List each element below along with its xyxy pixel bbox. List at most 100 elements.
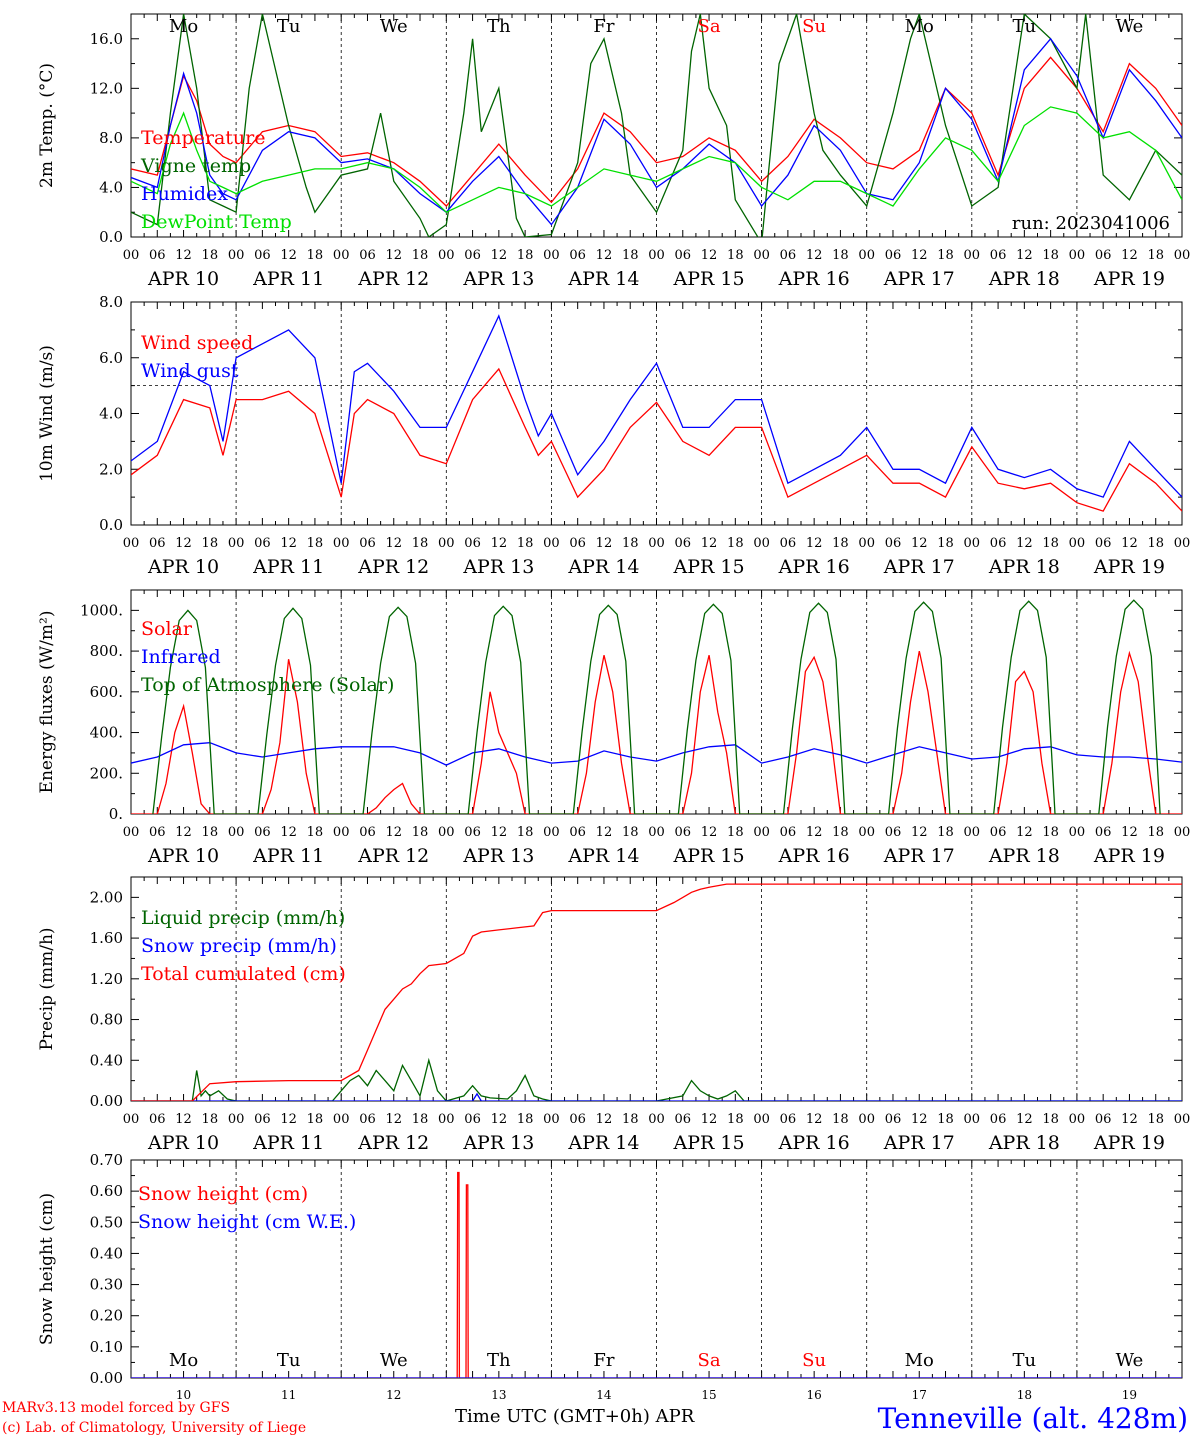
hour-label: 18 [832, 1112, 849, 1127]
legend-entry: Wind gust [141, 360, 239, 382]
weekday-label: Tu [277, 16, 301, 37]
hour-label: 18 [727, 825, 744, 840]
hour-label: 06 [464, 1112, 481, 1127]
hour-label: 18 [727, 1112, 744, 1127]
date-label: APR 15 [673, 556, 745, 578]
hour-label: 06 [254, 248, 271, 263]
hour-label: 12 [1121, 1112, 1138, 1127]
hour-label: 12 [1016, 536, 1033, 551]
hour-label: 12 [701, 1112, 718, 1127]
panel-energy: 0. 200. 400. 600. 800. 1000. Energy fluxes (W/… [37, 589, 1190, 867]
hour-label: 12 [385, 825, 402, 840]
y-tick-label: 8.0 [99, 129, 123, 147]
time-axis-caption: Time UTC (GMT+0h) [455, 1406, 650, 1427]
legend-entry: Snow height (cm W.E.) [138, 1211, 356, 1233]
panel-temperature: 0.0 4.0 8.0 12.0 16.0 2m Temp. (°C) Temperatur… [37, 13, 1190, 290]
hour-label: 00 [858, 1112, 875, 1127]
y-tick-label: 4.0 [99, 405, 123, 423]
hour-label: 12 [596, 825, 613, 840]
hour-label: 00 [543, 825, 560, 840]
date-label: APR 15 [673, 268, 745, 290]
hour-label: 18 [622, 825, 639, 840]
day-number-label: 16 [807, 1388, 822, 1402]
plot-frame [130, 301, 1183, 526]
hour-label: 18 [937, 248, 954, 263]
hour-label: 12 [1121, 825, 1138, 840]
hour-label: 18 [622, 1112, 639, 1127]
hour-label: 00 [648, 536, 665, 551]
y-tick-label: 200. [90, 764, 123, 782]
hour-label: 12 [1016, 248, 1033, 263]
date-label: APR 19 [1093, 556, 1165, 578]
date-label: APR 14 [567, 556, 639, 578]
hour-label: 18 [307, 1112, 324, 1127]
hour-label: 18 [1147, 825, 1164, 840]
weekday-label: We [1116, 16, 1144, 37]
hour-label: 06 [149, 536, 166, 551]
plot-frame [130, 589, 1183, 815]
hour-label: 18 [412, 536, 429, 551]
hour-label: 00 [543, 1112, 560, 1127]
hour-label: 06 [675, 825, 692, 840]
y-tick-label: 2.0 [99, 460, 123, 478]
date-label: APR 16 [778, 268, 850, 290]
series-line-blue [131, 314, 1182, 498]
hour-label: 12 [280, 248, 297, 263]
hour-label: 06 [675, 248, 692, 263]
date-label: APR 17 [883, 1132, 955, 1154]
date-label: APR 11 [252, 268, 324, 290]
hour-label: 00 [858, 248, 875, 263]
hour-label: 18 [202, 1112, 219, 1127]
hour-label: 12 [175, 825, 192, 840]
day-number-label: 17 [912, 1388, 927, 1402]
hour-label: 06 [990, 825, 1007, 840]
legend-entry: Total cumulated (cm) [141, 963, 346, 985]
series-line-blue [131, 1092, 1182, 1101]
date-label: APR 10 [147, 845, 219, 867]
hour-label: 06 [464, 248, 481, 263]
hour-label: 06 [359, 1112, 376, 1127]
hour-label: 18 [727, 248, 744, 263]
hour-label: 00 [123, 536, 140, 551]
hour-label: 00 [333, 536, 350, 551]
hour-label: 18 [517, 248, 534, 263]
hour-label: 18 [307, 825, 324, 840]
hour-label: 12 [596, 248, 613, 263]
hour-label: 00 [438, 1112, 455, 1127]
hour-label: 00 [543, 248, 560, 263]
y-tick-label: 0.20 [90, 1307, 123, 1325]
hour-label: 06 [885, 1112, 902, 1127]
hour-label: 00 [1174, 536, 1191, 551]
date-label: APR 11 [252, 1132, 324, 1154]
lab-credit-line: (c) Lab. of Climatology, University of L… [2, 1420, 307, 1436]
hour-label: 00 [438, 825, 455, 840]
y-tick-label: 16.0 [90, 30, 123, 48]
series-line-red [131, 650, 1182, 814]
legend-entry: Solar [141, 618, 193, 640]
hour-label: 12 [175, 536, 192, 551]
hour-label: 06 [149, 1112, 166, 1127]
date-label: APR 18 [988, 268, 1060, 290]
hour-label: 12 [596, 1112, 613, 1127]
series-group [131, 14, 1182, 237]
date-label: APR 18 [988, 845, 1060, 867]
weekday-label: Sa [698, 1350, 721, 1371]
hour-label: 18 [307, 536, 324, 551]
legend-entry: Wind speed [141, 332, 253, 354]
series-line-red [131, 367, 1182, 512]
hour-label: 00 [123, 1112, 140, 1127]
date-label: APR 17 [883, 556, 955, 578]
hour-label: 00 [1069, 825, 1086, 840]
hour-label: 06 [569, 1112, 586, 1127]
date-label: APR 13 [462, 268, 534, 290]
hour-label: 06 [885, 536, 902, 551]
date-label: APR 16 [778, 556, 850, 578]
hour-label: 00 [964, 536, 981, 551]
series-group [131, 1171, 1182, 1378]
weekday-label: Tu [277, 1350, 301, 1371]
hour-label: 18 [412, 1112, 429, 1127]
hour-label: 12 [385, 1112, 402, 1127]
hour-label: 06 [254, 1112, 271, 1127]
series-line-blue [131, 742, 1182, 766]
